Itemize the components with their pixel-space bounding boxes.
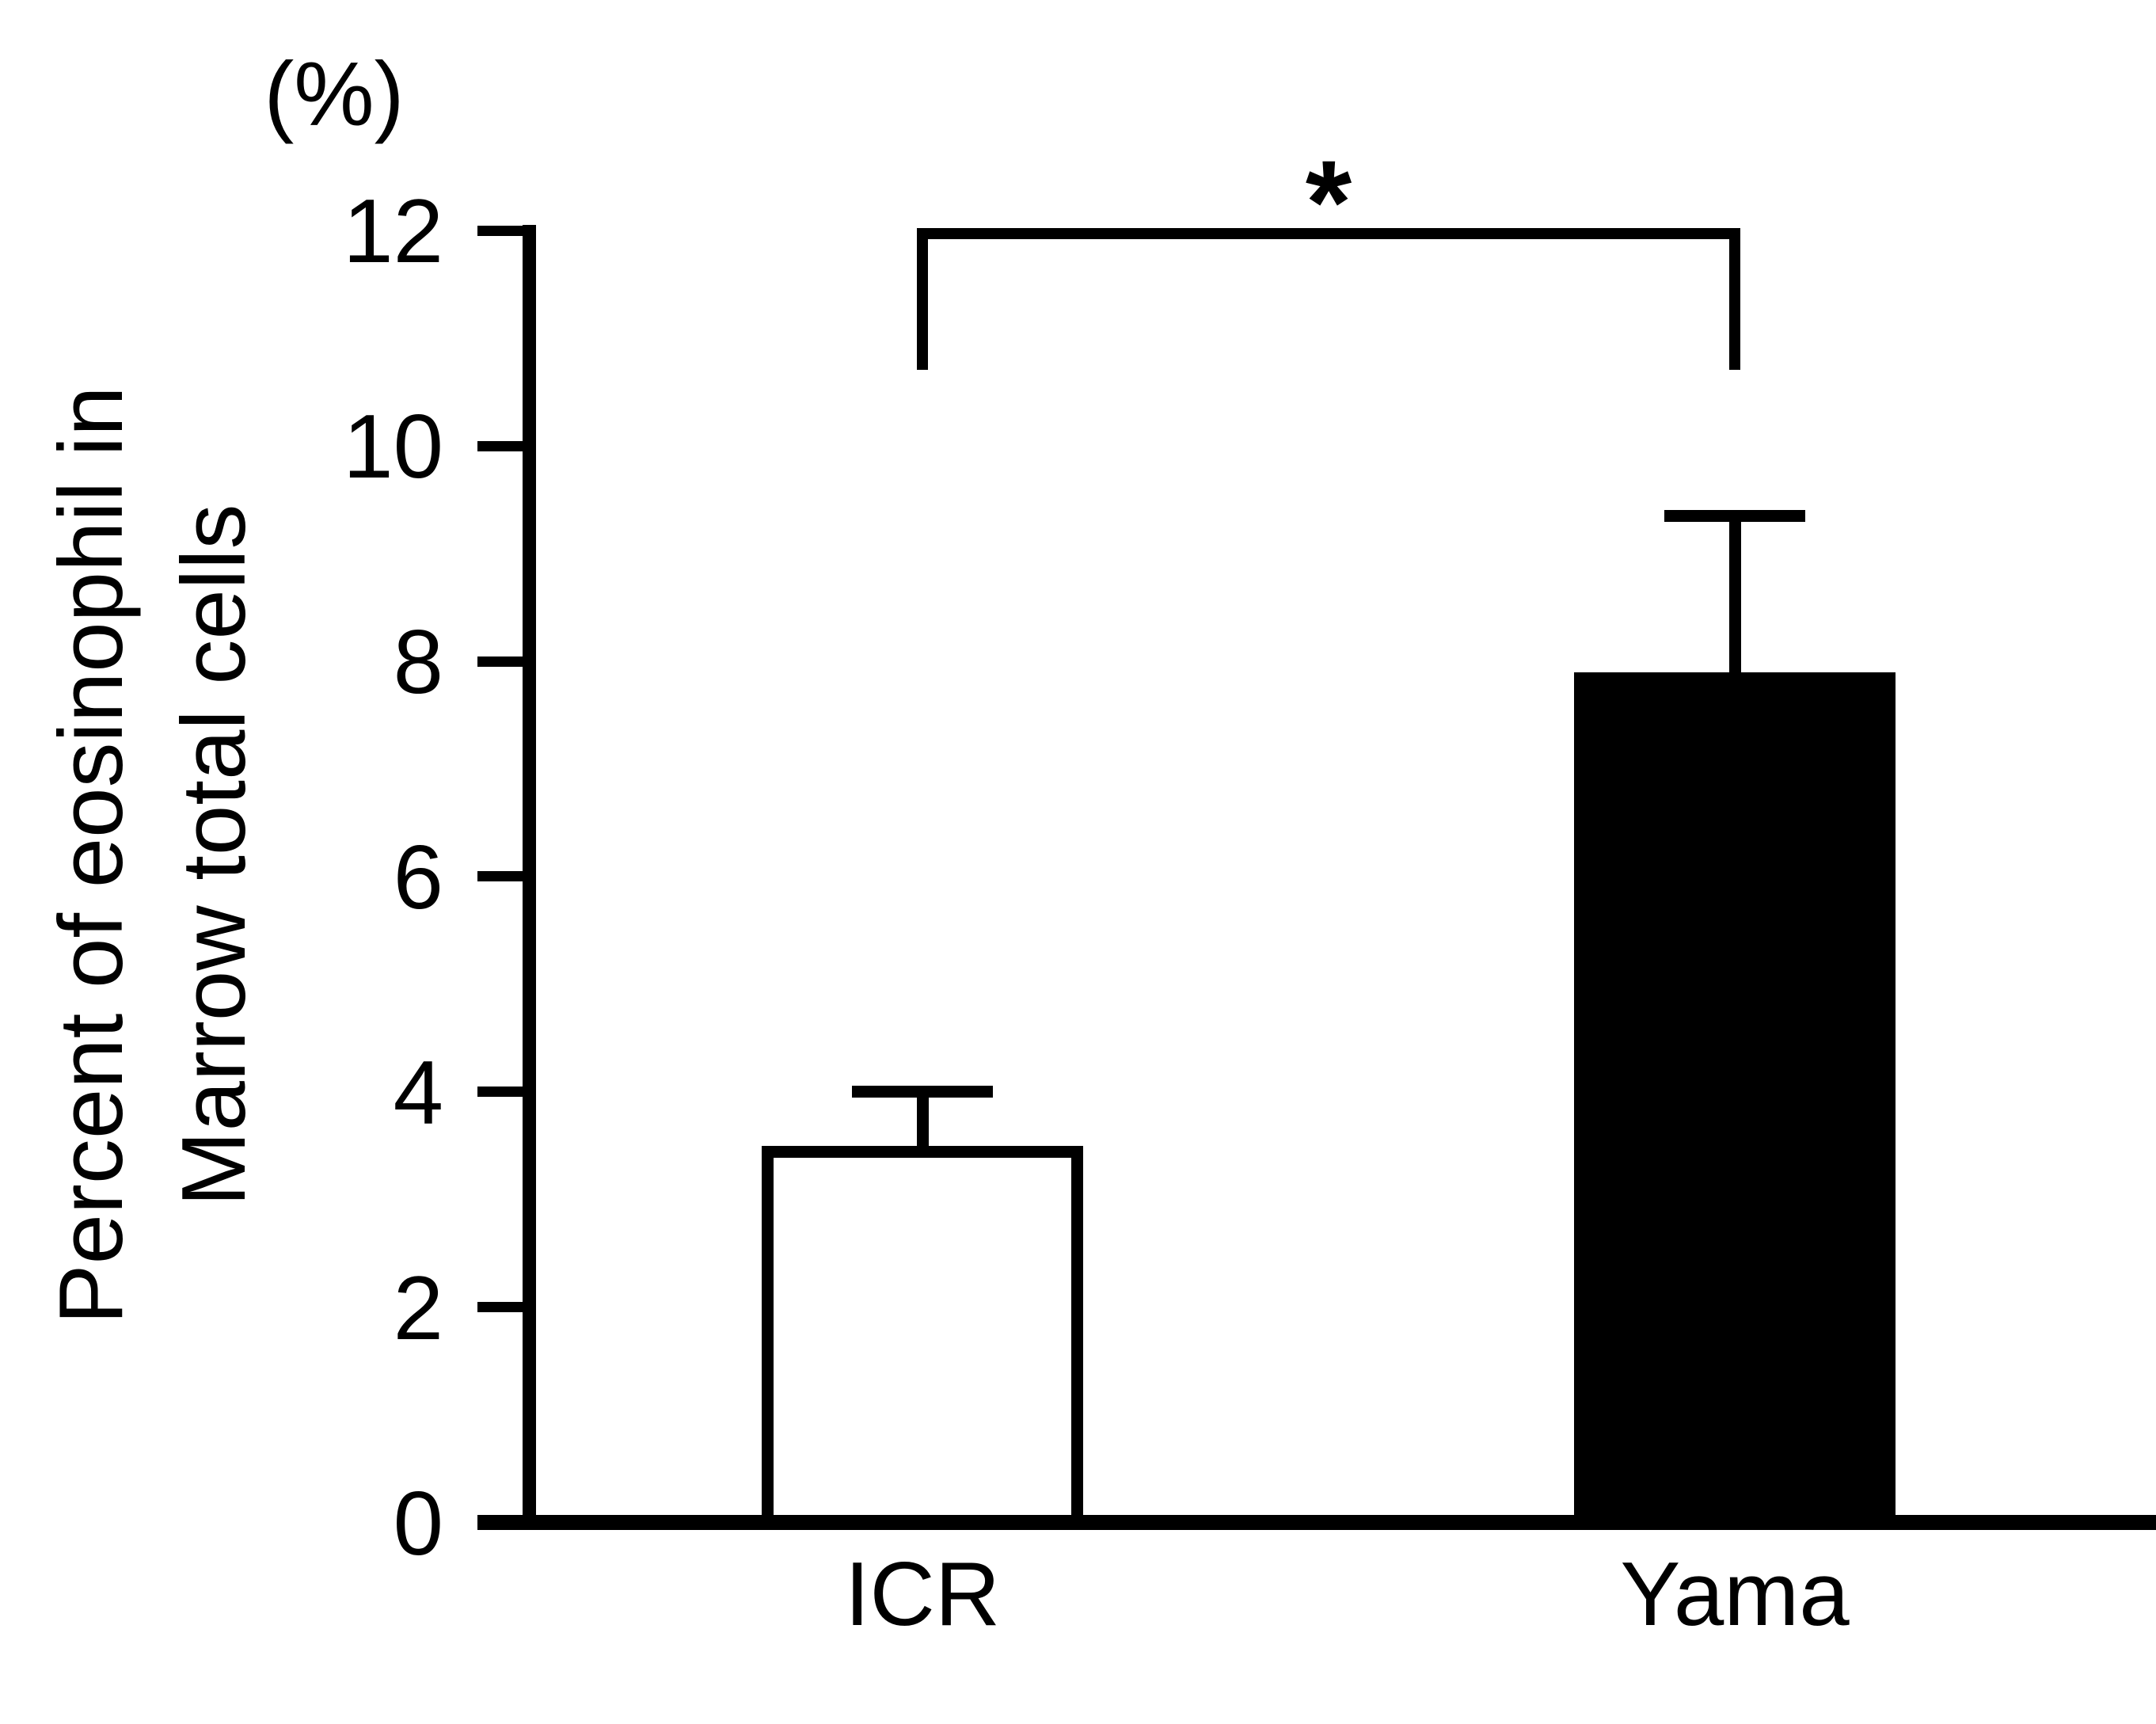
y-axis-line: [523, 225, 536, 1530]
y-tick-label-2: 2: [393, 1258, 443, 1359]
x-category-label-icr: ICR: [844, 1544, 1001, 1645]
error-bar-stem-yama: [1728, 516, 1741, 684]
y-tick-12: [477, 225, 528, 236]
y-tick-label-8: 8: [393, 612, 443, 714]
y-tick-8: [477, 656, 528, 667]
significance-asterisk: *: [1305, 135, 1352, 268]
y-tick-6: [477, 871, 528, 882]
y-tick-label-0: 0: [393, 1473, 443, 1574]
significance-bracket-left: [917, 228, 928, 370]
significance-bracket-right: [1729, 228, 1740, 370]
y-tick-label-12: 12: [343, 181, 443, 283]
y-axis-unit-label: (%): [264, 44, 405, 145]
error-bar-stem-icr: [916, 1091, 929, 1158]
x-axis-line: [477, 1515, 2156, 1530]
bar-icr: [762, 1145, 1083, 1530]
y-tick-2: [477, 1302, 528, 1313]
y-tick-10: [477, 440, 528, 451]
y-tick-4: [477, 1087, 528, 1098]
y-tick-label-4: 4: [393, 1042, 443, 1144]
y-tick-label-6: 6: [393, 827, 443, 928]
y-tick-label-10: 10: [343, 397, 443, 498]
y-tick-0: [477, 1517, 528, 1528]
significance-bracket-top: [917, 228, 1740, 239]
x-category-label-yama: Yama: [1620, 1544, 1850, 1645]
bar-yama: [1574, 672, 1896, 1530]
